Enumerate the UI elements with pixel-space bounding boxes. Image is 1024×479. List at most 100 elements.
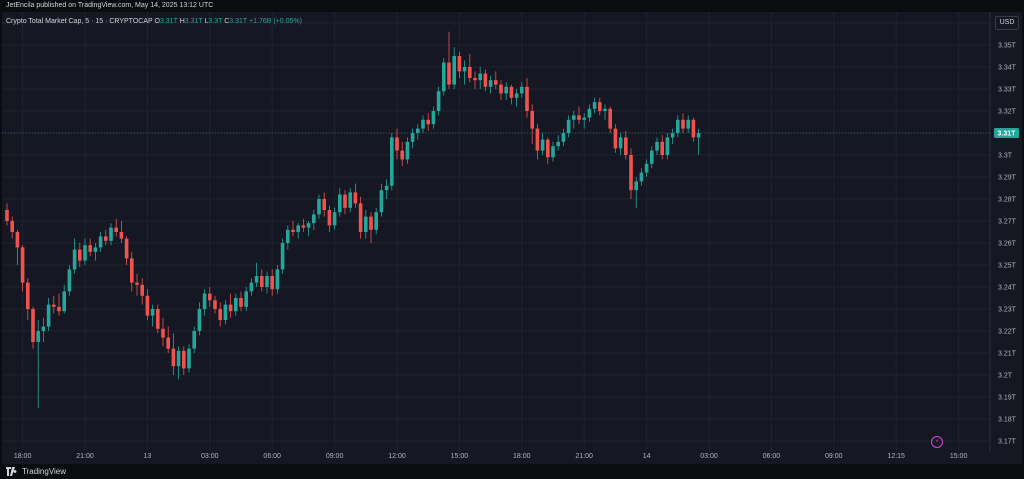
candle-body (431, 111, 436, 125)
candle (634, 177, 638, 208)
candle (208, 287, 212, 307)
candle (639, 168, 644, 186)
brand-name[interactable]: TradingView (22, 467, 67, 476)
candle-body (681, 119, 685, 129)
x-tick-label: 21:00 (575, 453, 593, 460)
candle-body (468, 67, 472, 78)
candle (83, 238, 87, 265)
candle-body (447, 62, 451, 85)
candle (582, 113, 586, 129)
candle (135, 273, 139, 296)
candle-body (327, 210, 332, 226)
candle-body (244, 291, 248, 307)
candle-body (93, 247, 98, 252)
candle-body (10, 221, 14, 232)
candle-body (613, 128, 618, 149)
candle (5, 203, 9, 226)
candle (691, 117, 696, 142)
candle (187, 344, 191, 373)
candle (421, 115, 425, 133)
candle-body (317, 199, 321, 215)
candle-body (280, 243, 285, 270)
candle (249, 278, 254, 296)
y-tick-label: 3.22T (998, 329, 1017, 336)
candle-body (46, 304, 51, 327)
candle (20, 245, 25, 292)
candle (390, 133, 394, 191)
candle (223, 300, 228, 325)
candle-body (670, 133, 675, 138)
candle (556, 135, 560, 151)
candle-body (530, 111, 534, 129)
candle (130, 251, 134, 292)
candle-body (67, 269, 72, 292)
candle (681, 113, 685, 133)
candle (670, 128, 675, 144)
candle (296, 223, 300, 239)
candle (176, 346, 181, 380)
candle (109, 223, 113, 246)
candle-body (15, 232, 20, 248)
candle-body (566, 119, 571, 133)
candle-body (72, 249, 77, 270)
candle-body (83, 245, 87, 261)
y-tick-label: 3.35T (998, 43, 1017, 50)
candle (322, 192, 326, 217)
legend-c-label: C (224, 18, 230, 25)
candle (218, 302, 222, 327)
candle (618, 133, 623, 155)
candle (265, 271, 269, 294)
candle-body (41, 326, 46, 331)
candle-body (98, 236, 103, 248)
candle (306, 221, 311, 237)
x-tick-label: 06:00 (763, 453, 781, 460)
candle-body (5, 210, 9, 221)
y-tick-label: 3.2T (998, 373, 1013, 380)
candle-body (561, 133, 566, 142)
y-tick-label: 3.26T (998, 241, 1017, 248)
y-tick-label: 3.33T (998, 87, 1017, 94)
candle (535, 124, 540, 160)
candle-body (270, 276, 274, 290)
candle-body (182, 350, 186, 369)
candle-body (556, 141, 560, 147)
price-tag-label: 3.31T (998, 131, 1017, 138)
candle-body (473, 78, 477, 81)
candle-body (696, 133, 701, 138)
candle-body (62, 291, 66, 312)
candle (660, 135, 664, 160)
candle-body (551, 146, 555, 158)
candle-body (608, 108, 612, 129)
candle (332, 207, 337, 230)
candle-body (260, 276, 264, 287)
candle (244, 287, 248, 312)
candle (624, 130, 628, 160)
legend-o-label: O (154, 18, 160, 25)
legend-l-label: L (204, 18, 209, 25)
candle-body (286, 229, 290, 243)
candle-body (452, 56, 456, 85)
currency-button[interactable]: USD (995, 16, 1019, 30)
candle (182, 346, 186, 375)
candle (592, 97, 597, 114)
candle-body (525, 86, 529, 111)
x-tick-label: 21:00 (76, 453, 94, 460)
candle (395, 128, 399, 160)
candle-body (426, 119, 430, 125)
candle (514, 89, 519, 107)
y-tick-label: 3.3T (998, 153, 1013, 160)
bolt-icon[interactable]: ⚡ (931, 436, 943, 448)
candle-body (208, 293, 212, 301)
candle-body (140, 284, 144, 296)
tradingview-logo-icon[interactable] (6, 467, 18, 476)
candle (520, 82, 524, 98)
candle (31, 306, 35, 349)
candle-body (655, 141, 659, 151)
candle-body (374, 212, 378, 230)
candle (452, 47, 456, 89)
candle-body (343, 194, 347, 208)
candle (509, 84, 514, 105)
x-tick-label: 18:00 (513, 453, 531, 460)
candle (540, 133, 545, 155)
